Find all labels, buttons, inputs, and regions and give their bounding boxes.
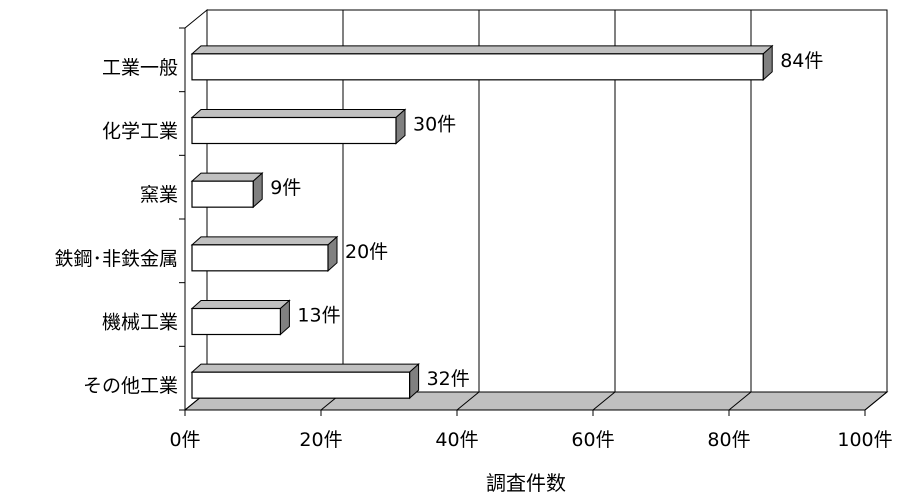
data-label: 32件 (427, 368, 470, 390)
bar-top (190, 236, 339, 246)
bar (191, 371, 411, 399)
bar-top (190, 363, 420, 373)
bar-top (190, 300, 291, 309)
bar-top (190, 109, 407, 118)
data-label: 84件 (780, 50, 823, 72)
x-tick-label: 0件 (169, 429, 200, 451)
category-label: 機械工業 (102, 312, 178, 334)
x-axis-title: 調査件数 (486, 471, 566, 495)
x-tick-label: 40件 (435, 429, 478, 451)
floor-gridline (728, 391, 752, 411)
bar (191, 307, 282, 336)
category-label: 化学工業 (102, 121, 178, 143)
data-label: 13件 (297, 305, 340, 327)
category-label: その他工業 (83, 375, 178, 397)
x-tick-label: 80件 (707, 429, 750, 451)
bar-top (190, 172, 264, 182)
data-label: 30件 (413, 114, 456, 136)
floor-gridline (864, 391, 888, 411)
x-tick-label: 100件 (837, 429, 892, 451)
x-tick-label: 60件 (571, 429, 614, 451)
bars (190, 44, 774, 400)
data-labels: 84件 30件 9件 20件 13件 32件 (270, 50, 823, 390)
x-tick-labels: 0件 20件 40件 60件 80件 100件 (169, 429, 892, 451)
category-label: 鉄鋼･非鉄金属 (54, 248, 178, 270)
data-label: 9件 (270, 177, 301, 199)
category-label: 工業一般 (102, 57, 178, 79)
bar (191, 53, 764, 81)
category-label: 窯業 (140, 184, 178, 206)
bar (191, 180, 254, 208)
floor-gridline (592, 391, 616, 411)
bar (191, 244, 329, 272)
bar (191, 116, 397, 145)
x-tick-label: 20件 (299, 429, 342, 451)
bar-top (190, 45, 774, 55)
floor-gridline (456, 391, 480, 411)
data-label: 20件 (345, 241, 388, 263)
